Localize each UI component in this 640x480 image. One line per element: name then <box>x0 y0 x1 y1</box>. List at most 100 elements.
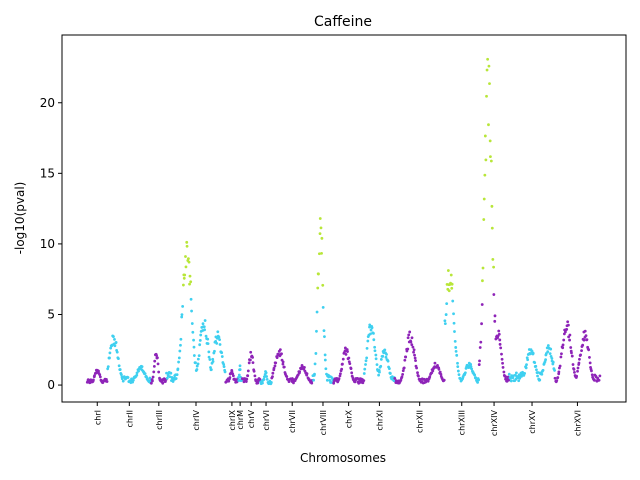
snp-point <box>399 378 403 382</box>
snp-point <box>178 349 182 353</box>
snp-point <box>338 374 342 378</box>
snp-point <box>477 363 481 366</box>
snp-point <box>579 353 582 357</box>
snp-point <box>546 350 550 354</box>
x-tick-label-chrI: chrI <box>93 410 102 425</box>
snp-point <box>546 344 550 347</box>
snp-point <box>570 351 573 355</box>
snp-point <box>401 372 405 376</box>
y-tick-label: 15 <box>40 166 55 180</box>
snp-point <box>323 353 327 357</box>
snp-point <box>548 352 552 356</box>
snp-point <box>202 325 206 329</box>
snp-point <box>401 369 405 373</box>
snp-point <box>561 346 565 350</box>
snp-point <box>500 352 503 356</box>
snp-point <box>169 371 173 375</box>
snp-point <box>220 351 224 355</box>
snp-point <box>483 134 487 138</box>
snp-point <box>179 337 183 341</box>
snp-point <box>105 380 109 383</box>
snp-point <box>98 373 102 377</box>
snp-point <box>340 367 344 371</box>
snp-point <box>187 260 191 264</box>
snp-point <box>452 321 456 325</box>
snp-point <box>118 368 122 371</box>
snp-point <box>106 365 110 369</box>
snp-point <box>535 368 538 372</box>
snp-point <box>485 94 488 98</box>
snp-point <box>346 350 349 353</box>
snp-point <box>490 204 494 208</box>
snp-point <box>113 344 117 348</box>
snp-point <box>315 310 319 314</box>
snp-point <box>377 373 381 377</box>
x-tick-label-chrX: chrX <box>345 409 354 428</box>
snp-point <box>558 364 562 368</box>
snp-point <box>529 352 532 356</box>
snp-point <box>319 226 323 230</box>
snp-point <box>484 158 488 162</box>
snp-point <box>195 368 199 371</box>
snp-point <box>526 358 530 362</box>
snp-point <box>478 346 482 349</box>
snp-point <box>201 322 205 326</box>
snp-point <box>366 339 370 343</box>
snp-point <box>456 365 460 369</box>
snp-point <box>485 68 489 72</box>
snp-point <box>165 376 169 380</box>
snp-point <box>287 380 291 384</box>
snp-point <box>218 338 221 342</box>
x-tick-label-chrXIV: chrXIV <box>490 409 499 436</box>
y-tick-label: 5 <box>47 307 55 321</box>
snp-point <box>567 323 570 327</box>
snp-point <box>185 240 189 244</box>
snp-point <box>320 236 324 240</box>
snp-point <box>417 374 420 378</box>
snp-point <box>379 364 383 368</box>
snp-point <box>265 377 269 381</box>
snp-point <box>105 378 108 381</box>
snp-point <box>207 355 211 359</box>
snp-point <box>303 366 306 369</box>
snp-point <box>439 372 443 376</box>
snp-point <box>192 354 196 357</box>
snp-point <box>446 269 450 272</box>
snp-point <box>566 320 570 324</box>
snp-point <box>113 337 116 341</box>
snp-point <box>479 340 483 344</box>
snp-point <box>244 380 248 383</box>
y-axis-ticks: 0 5 10 15 20 <box>40 96 62 392</box>
snp-point <box>251 361 255 365</box>
snp-point <box>196 357 200 361</box>
snp-point <box>373 345 377 349</box>
snp-point <box>381 354 385 358</box>
snp-point <box>489 155 492 159</box>
snp-point <box>372 338 376 342</box>
snp-point <box>98 375 102 379</box>
snp-point <box>188 282 191 286</box>
snp-point <box>114 340 118 344</box>
snp-point <box>280 352 283 356</box>
snp-point <box>507 378 511 382</box>
snp-point <box>482 197 486 201</box>
snp-point <box>237 375 240 379</box>
snp-point <box>192 345 196 349</box>
snp-point <box>392 379 396 383</box>
snp-point <box>412 350 415 354</box>
snp-point <box>556 376 560 379</box>
snp-point <box>203 328 207 332</box>
snp-point <box>156 356 159 360</box>
snp-point <box>362 372 366 375</box>
snp-point <box>374 357 378 361</box>
snp-point <box>337 377 341 381</box>
snp-point <box>438 370 442 374</box>
snp-point <box>580 349 583 353</box>
snp-point <box>365 346 369 350</box>
snp-point <box>481 279 484 283</box>
snp-point <box>379 357 383 361</box>
chromosome-chrIX-points <box>224 369 240 384</box>
snp-point <box>561 343 565 347</box>
snp-point <box>497 332 501 336</box>
snp-point <box>189 297 193 301</box>
